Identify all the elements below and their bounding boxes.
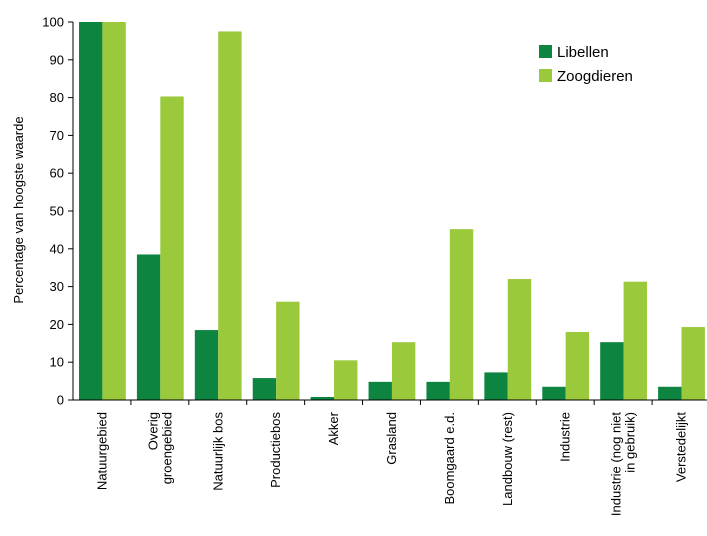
bar-zoogdieren-5: [334, 360, 358, 400]
x-tick-label: Natuurgebied: [94, 412, 109, 490]
x-tick-label: Industrie (nog nietin gebruik): [609, 412, 638, 516]
legend-swatch-zoogdieren: [539, 69, 552, 82]
y-axis-title-group: Percentage van hoogste waarde: [11, 116, 26, 303]
bar-zoogdieren-10: [623, 281, 647, 400]
bar-libellen-8: [484, 372, 508, 400]
legend-label-zoogdieren: Zoogdieren: [557, 68, 633, 85]
y-axis-title: Percentage van hoogste waarde: [11, 116, 26, 303]
x-tick-label: Boomgaard e.d.: [442, 412, 457, 505]
x-tick-label-line: Industrie: [558, 412, 573, 462]
bar-libellen-4: [252, 378, 277, 400]
bar-libellen-7: [426, 381, 450, 400]
x-tick-label-line: Grasland: [384, 412, 399, 465]
y-tick-label: 80: [50, 90, 64, 105]
bar-libellen-11: [658, 386, 682, 400]
bar-zoogdieren-11: [681, 327, 705, 400]
bar-zoogdieren-7: [449, 229, 474, 400]
x-tick-label-line: Natuurlijk bos: [210, 412, 225, 491]
bar-zoogdieren-9: [565, 331, 590, 400]
x-tick-label: Verstedelijkt: [674, 412, 689, 482]
legend-swatch-libellen: [539, 45, 552, 58]
legend-label-libellen: Libellen: [557, 44, 609, 61]
bar-zoogdieren-3: [218, 31, 242, 400]
x-tick-label-line: Boomgaard e.d.: [442, 412, 457, 505]
bar-zoogdieren-4: [276, 301, 300, 400]
plot-area: 0 10 20 30 40 50 60 70 80 90 100 Natuurgebied Overig…: [42, 15, 707, 516]
bar-zoogdieren-6: [391, 342, 416, 400]
y-tick-label: 50: [50, 204, 64, 219]
bar-zoogdieren-8: [507, 279, 532, 400]
y-tick-label: 40: [50, 241, 64, 256]
x-tick-label: Overiggroengebied: [145, 412, 174, 484]
x-tick-label-line: Akker: [326, 411, 341, 445]
x-tick-label-line: Natuurgebied: [94, 412, 109, 490]
y-tick-label: 70: [50, 128, 64, 143]
bar-libellen-9: [542, 386, 566, 400]
x-tick-label-line: Landbouw (rest): [500, 412, 515, 506]
x-tick-label: Industrie: [558, 412, 573, 462]
x-tick-label-line: Overig: [145, 412, 160, 450]
bar-libellen-6: [368, 381, 392, 400]
x-tick-label: Natuurlijk bos: [210, 412, 225, 491]
bar-libellen-3: [194, 330, 219, 400]
legend: Libellen Zoogdieren: [539, 44, 633, 85]
x-tick-label: Landbouw (rest): [500, 412, 515, 506]
bar-libellen-2: [136, 254, 161, 400]
y-tick-label: 20: [50, 317, 64, 332]
y-tick-label: 100: [42, 15, 64, 30]
bar-libellen-5: [310, 396, 335, 400]
bar-libellen-1: [79, 22, 103, 400]
x-tick-label: Productiebos: [268, 412, 283, 488]
y-tick-label: 60: [50, 166, 64, 181]
x-tick-label: Grasland: [384, 412, 399, 465]
bar-libellen-10: [600, 342, 624, 400]
y-tick-label: 90: [50, 52, 64, 67]
x-tick-label-line: Verstedelijkt: [674, 412, 689, 482]
y-tick-label: 30: [50, 279, 64, 294]
y-tick-label: 0: [57, 393, 64, 408]
y-tick-label: 10: [50, 355, 64, 370]
bar-zoogdieren-1: [102, 22, 126, 400]
x-tick-label-line: groengebied: [159, 412, 174, 484]
x-tick-label-line: in gebruik): [623, 412, 638, 473]
x-tick-label-line: Productiebos: [268, 412, 283, 488]
bar-zoogdieren-2: [160, 96, 184, 400]
x-tick-label: Akker: [326, 411, 341, 445]
x-tick-label-line: Industrie (nog niet: [609, 412, 624, 516]
